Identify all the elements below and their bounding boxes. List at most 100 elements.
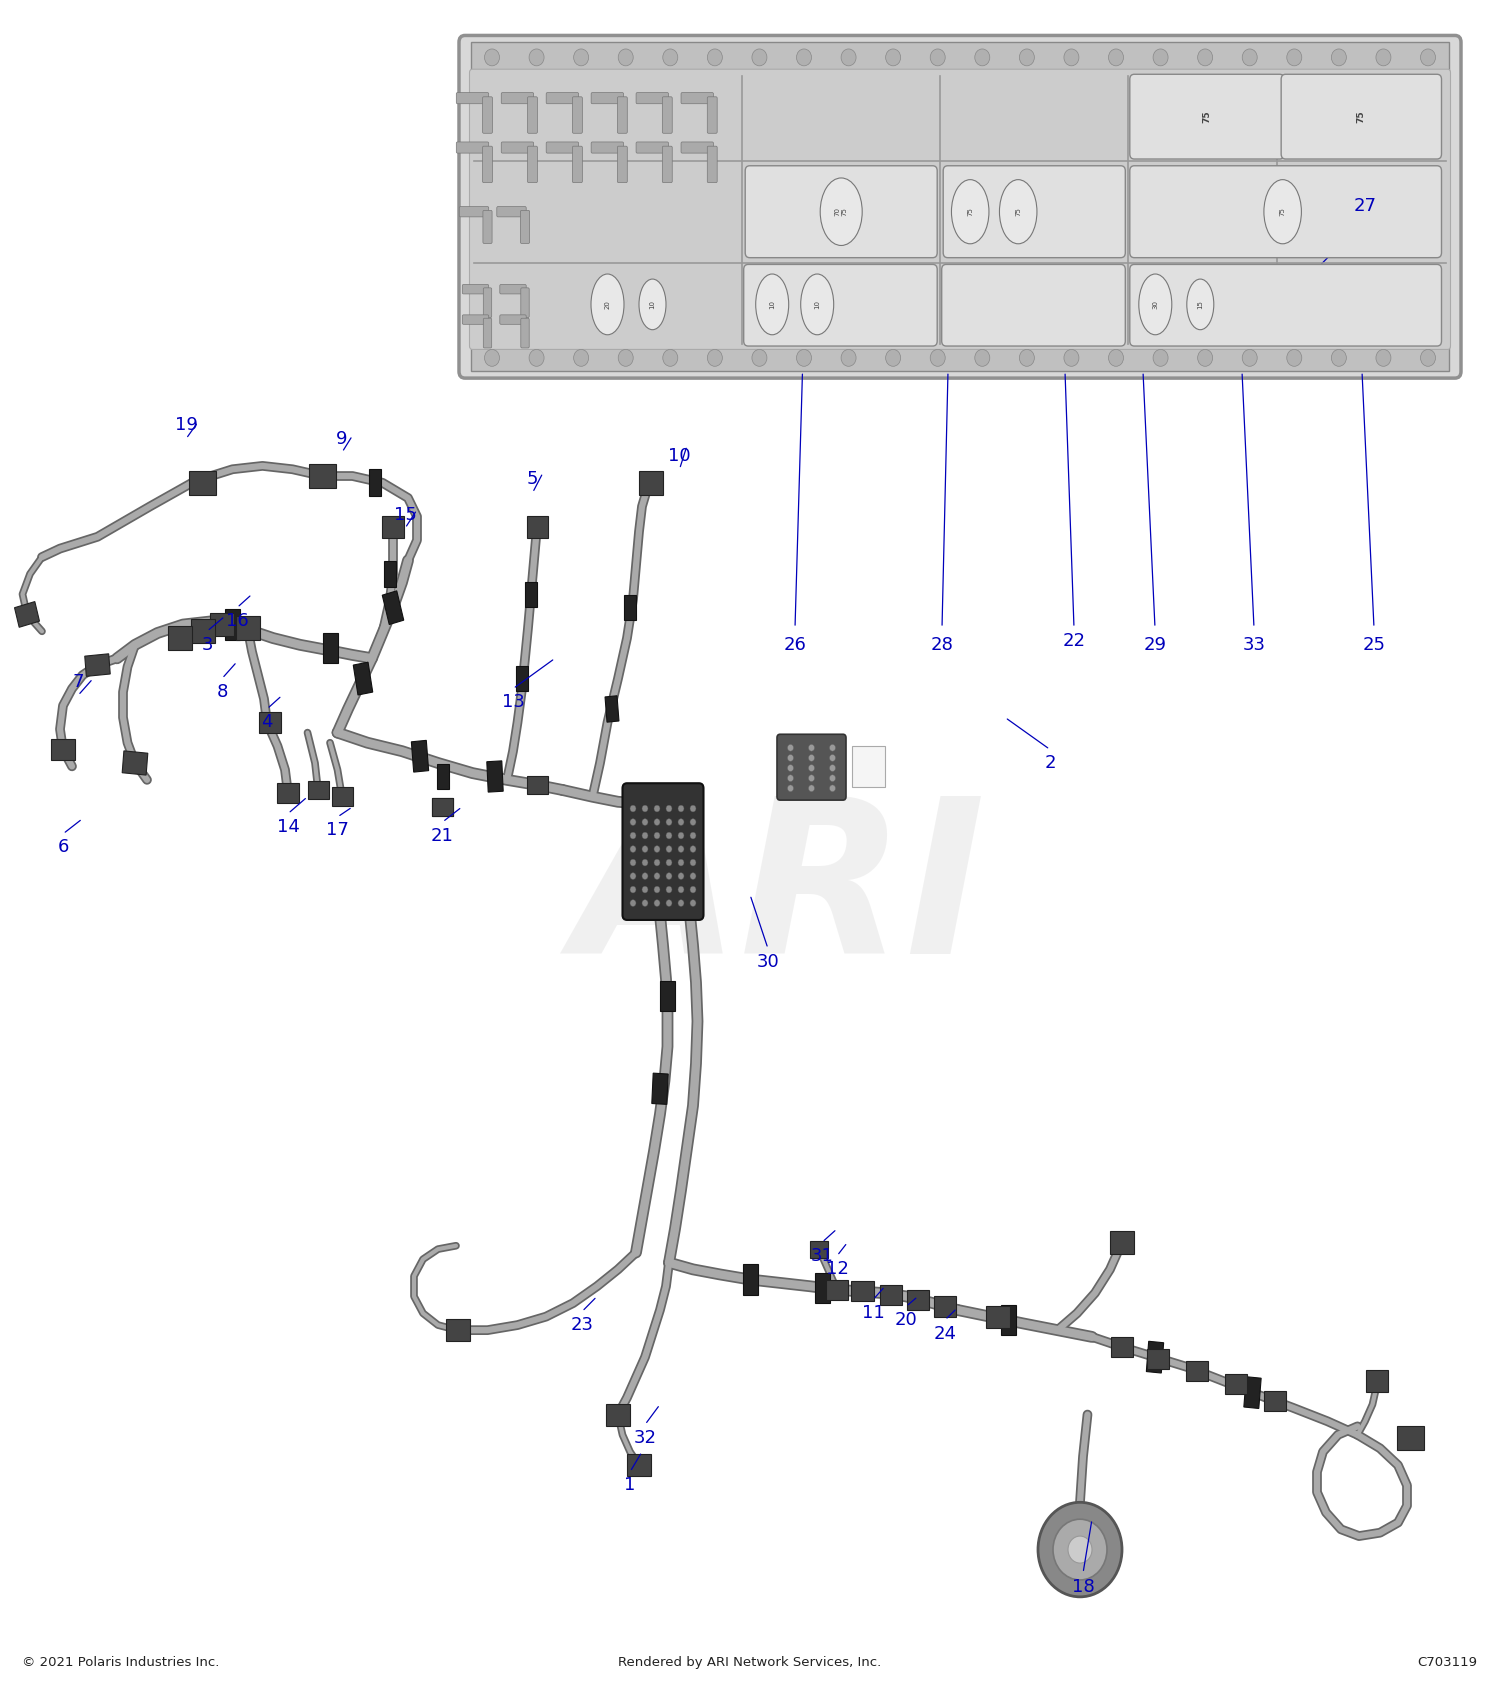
Text: 75: 75 — [968, 208, 974, 216]
Text: 75: 75 — [1203, 110, 1212, 123]
Circle shape — [630, 832, 636, 839]
Text: 2: 2 — [1044, 755, 1056, 771]
Circle shape — [666, 859, 672, 866]
Circle shape — [573, 349, 588, 366]
Circle shape — [788, 775, 794, 782]
Polygon shape — [309, 464, 336, 488]
Text: 27: 27 — [1353, 197, 1377, 214]
Circle shape — [1376, 49, 1390, 66]
FancyBboxPatch shape — [462, 316, 489, 324]
Text: 23: 23 — [570, 1317, 594, 1334]
Text: 17: 17 — [326, 822, 350, 839]
Text: 10: 10 — [815, 300, 821, 309]
Text: 75: 75 — [1016, 208, 1022, 216]
Circle shape — [484, 349, 500, 366]
Polygon shape — [15, 601, 39, 628]
Ellipse shape — [951, 179, 988, 243]
Circle shape — [678, 900, 684, 906]
Circle shape — [830, 775, 836, 782]
Circle shape — [708, 49, 723, 66]
FancyBboxPatch shape — [483, 289, 492, 317]
Polygon shape — [1110, 1231, 1134, 1254]
Polygon shape — [189, 471, 216, 495]
Polygon shape — [526, 517, 548, 537]
Circle shape — [573, 49, 588, 66]
Text: 1: 1 — [624, 1477, 636, 1494]
FancyBboxPatch shape — [708, 96, 717, 133]
FancyBboxPatch shape — [456, 93, 489, 103]
Circle shape — [885, 349, 900, 366]
Circle shape — [484, 49, 500, 66]
Text: 30: 30 — [1152, 300, 1158, 309]
Text: © 2021 Polaris Industries Inc.: © 2021 Polaris Industries Inc. — [22, 1656, 220, 1669]
Polygon shape — [624, 594, 636, 621]
Circle shape — [618, 49, 633, 66]
Polygon shape — [381, 517, 405, 537]
Polygon shape — [1224, 1374, 1248, 1394]
Circle shape — [630, 886, 636, 893]
FancyBboxPatch shape — [636, 142, 669, 154]
Circle shape — [1154, 49, 1168, 66]
FancyBboxPatch shape — [462, 285, 489, 294]
Circle shape — [1108, 49, 1124, 66]
Polygon shape — [308, 780, 328, 800]
Circle shape — [666, 886, 672, 893]
Circle shape — [630, 873, 636, 879]
Polygon shape — [525, 581, 537, 608]
Circle shape — [752, 349, 766, 366]
Text: 4: 4 — [261, 714, 273, 731]
FancyBboxPatch shape — [483, 147, 492, 182]
Circle shape — [1287, 349, 1302, 366]
FancyBboxPatch shape — [573, 96, 582, 133]
FancyBboxPatch shape — [1130, 265, 1442, 346]
Circle shape — [690, 846, 696, 852]
FancyBboxPatch shape — [483, 96, 492, 133]
Polygon shape — [1146, 1349, 1170, 1369]
FancyBboxPatch shape — [501, 93, 534, 103]
Ellipse shape — [1264, 179, 1302, 243]
Text: 11: 11 — [861, 1305, 885, 1322]
Circle shape — [1068, 1536, 1092, 1563]
FancyBboxPatch shape — [501, 142, 534, 154]
Circle shape — [642, 832, 648, 839]
Ellipse shape — [999, 179, 1036, 243]
Polygon shape — [986, 1307, 1010, 1327]
FancyBboxPatch shape — [744, 265, 938, 346]
Circle shape — [808, 785, 814, 792]
Text: 19: 19 — [174, 417, 198, 434]
Circle shape — [1020, 49, 1035, 66]
Circle shape — [654, 819, 660, 825]
Polygon shape — [432, 798, 453, 815]
Circle shape — [678, 873, 684, 879]
Circle shape — [830, 765, 836, 771]
FancyBboxPatch shape — [528, 96, 537, 133]
Circle shape — [1197, 349, 1212, 366]
Polygon shape — [1263, 1391, 1286, 1411]
Text: 24: 24 — [933, 1325, 957, 1342]
Circle shape — [1038, 1502, 1122, 1597]
FancyBboxPatch shape — [944, 165, 1125, 258]
Circle shape — [642, 859, 648, 866]
Polygon shape — [933, 1296, 957, 1317]
Polygon shape — [606, 1404, 630, 1425]
FancyBboxPatch shape — [622, 783, 704, 920]
Circle shape — [654, 805, 660, 812]
FancyBboxPatch shape — [483, 319, 492, 348]
Circle shape — [830, 755, 836, 761]
Polygon shape — [322, 633, 338, 663]
Circle shape — [808, 744, 814, 751]
FancyBboxPatch shape — [500, 285, 526, 294]
FancyBboxPatch shape — [591, 142, 624, 154]
Polygon shape — [526, 776, 548, 795]
Polygon shape — [332, 787, 352, 807]
FancyBboxPatch shape — [520, 289, 530, 317]
Polygon shape — [1146, 1342, 1164, 1372]
Circle shape — [690, 859, 696, 866]
FancyBboxPatch shape — [546, 93, 579, 103]
Text: 5: 5 — [526, 471, 538, 488]
Circle shape — [666, 846, 672, 852]
FancyBboxPatch shape — [520, 211, 530, 243]
Polygon shape — [627, 1453, 651, 1475]
FancyBboxPatch shape — [663, 96, 672, 133]
Polygon shape — [1396, 1426, 1423, 1450]
